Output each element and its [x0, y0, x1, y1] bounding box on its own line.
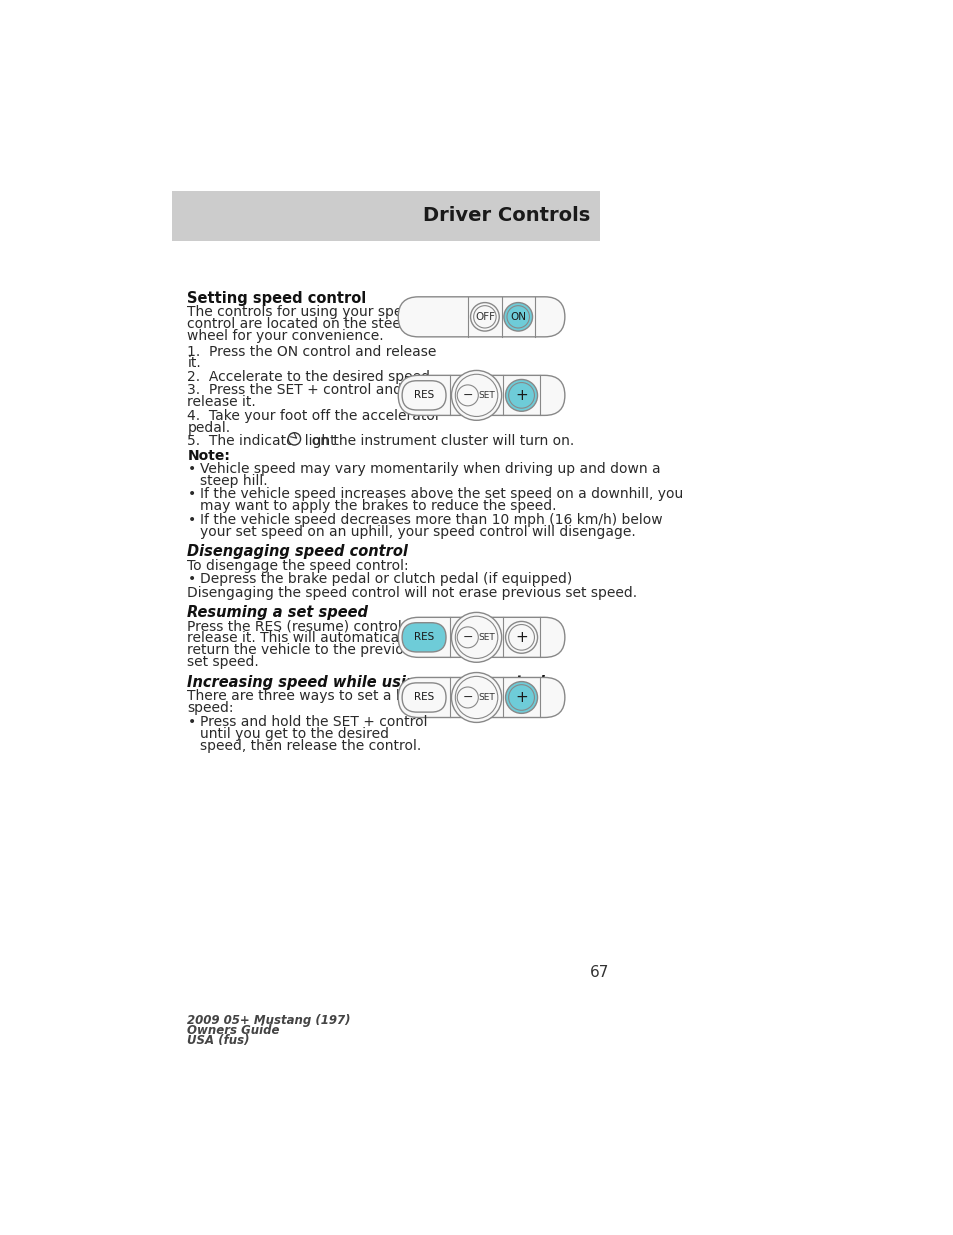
- Text: Driver Controls: Driver Controls: [423, 206, 590, 225]
- Circle shape: [505, 621, 537, 653]
- Circle shape: [508, 625, 534, 650]
- Text: steep hill.: steep hill.: [199, 474, 267, 488]
- Text: SET: SET: [478, 693, 495, 701]
- Text: −: −: [462, 631, 473, 643]
- Text: USA (fus): USA (fus): [187, 1035, 250, 1047]
- Circle shape: [470, 303, 498, 331]
- Circle shape: [455, 374, 497, 416]
- Circle shape: [506, 306, 529, 329]
- Text: −: −: [462, 690, 473, 704]
- Text: Setting speed control: Setting speed control: [187, 290, 366, 305]
- Text: OFF: OFF: [475, 311, 495, 322]
- FancyBboxPatch shape: [402, 622, 446, 652]
- Text: 2009 05+ Mustang (197): 2009 05+ Mustang (197): [187, 1014, 351, 1028]
- Circle shape: [503, 303, 532, 331]
- Text: ON: ON: [510, 311, 526, 322]
- Text: −: −: [462, 389, 473, 401]
- Text: The controls for using your speed: The controls for using your speed: [187, 305, 419, 319]
- Circle shape: [451, 613, 501, 662]
- Text: RES: RES: [414, 693, 434, 703]
- Text: There are three ways to set a higher: There are three ways to set a higher: [187, 689, 440, 703]
- Text: Depress the brake pedal or clutch pedal (if equipped): Depress the brake pedal or clutch pedal …: [199, 572, 572, 587]
- Text: Note:: Note:: [187, 448, 230, 462]
- Text: •: •: [187, 488, 195, 501]
- Text: return the vehicle to the previously: return the vehicle to the previously: [187, 643, 432, 657]
- Text: set speed.: set speed.: [187, 656, 259, 669]
- Text: Disengaging the speed control will not erase previous set speed.: Disengaging the speed control will not e…: [187, 585, 637, 599]
- Text: 3.  Press the SET + control and: 3. Press the SET + control and: [187, 383, 402, 398]
- Text: 4.  Take your foot off the accelerator: 4. Take your foot off the accelerator: [187, 409, 440, 422]
- Text: it.: it.: [187, 357, 201, 370]
- Text: +: +: [515, 630, 527, 645]
- Circle shape: [456, 385, 477, 406]
- Text: +: +: [515, 690, 527, 705]
- Text: may want to apply the brakes to reduce the speed.: may want to apply the brakes to reduce t…: [199, 499, 556, 514]
- Text: your set speed on an uphill, your speed control will disengage.: your set speed on an uphill, your speed …: [199, 525, 635, 538]
- Text: Disengaging speed control: Disengaging speed control: [187, 545, 408, 559]
- Circle shape: [505, 379, 537, 411]
- Text: on the instrument cluster will turn on.: on the instrument cluster will turn on.: [303, 435, 574, 448]
- Text: release it.: release it.: [187, 395, 256, 409]
- Circle shape: [508, 684, 534, 710]
- Text: 1.  Press the ON control and release: 1. Press the ON control and release: [187, 345, 436, 358]
- Text: Press the RES (resume) control and: Press the RES (resume) control and: [187, 620, 433, 634]
- FancyBboxPatch shape: [397, 678, 564, 718]
- Text: speed:: speed:: [187, 701, 233, 715]
- Circle shape: [288, 432, 300, 445]
- FancyBboxPatch shape: [397, 296, 564, 337]
- Text: RES: RES: [414, 390, 434, 400]
- Text: RES: RES: [414, 632, 434, 642]
- Bar: [172, 190, 599, 241]
- Circle shape: [456, 627, 477, 648]
- FancyBboxPatch shape: [402, 683, 446, 713]
- Text: 2.  Accelerate to the desired speed.: 2. Accelerate to the desired speed.: [187, 370, 435, 384]
- Text: Owners Guide: Owners Guide: [187, 1025, 279, 1037]
- Text: wheel for your convenience.: wheel for your convenience.: [187, 329, 384, 343]
- Text: •: •: [187, 462, 195, 475]
- Text: Increasing speed while using speed control: Increasing speed while using speed contr…: [187, 674, 544, 690]
- Text: If the vehicle speed increases above the set speed on a downhill, you: If the vehicle speed increases above the…: [199, 488, 682, 501]
- Text: If the vehicle speed decreases more than 10 mph (16 km/h) below: If the vehicle speed decreases more than…: [199, 513, 661, 527]
- Circle shape: [473, 306, 496, 329]
- Text: 5.  The indicator light: 5. The indicator light: [187, 435, 340, 448]
- Text: speed, then release the control.: speed, then release the control.: [199, 740, 420, 753]
- Circle shape: [451, 370, 501, 420]
- Text: until you get to the desired: until you get to the desired: [199, 727, 389, 741]
- Text: SET: SET: [478, 390, 495, 400]
- Circle shape: [455, 677, 497, 719]
- Text: To disengage the speed control:: To disengage the speed control:: [187, 558, 409, 573]
- FancyBboxPatch shape: [397, 618, 564, 657]
- Text: SET: SET: [478, 632, 495, 642]
- Circle shape: [456, 687, 477, 708]
- Circle shape: [508, 383, 534, 409]
- Circle shape: [505, 682, 537, 714]
- Text: Resuming a set speed: Resuming a set speed: [187, 605, 368, 620]
- FancyBboxPatch shape: [402, 380, 446, 410]
- Text: 67: 67: [590, 965, 609, 979]
- Text: Press and hold the SET + control: Press and hold the SET + control: [199, 715, 427, 730]
- Text: +: +: [515, 388, 527, 403]
- FancyBboxPatch shape: [397, 375, 564, 415]
- Circle shape: [455, 616, 497, 658]
- Text: release it. This will automatically: release it. This will automatically: [187, 631, 416, 646]
- Text: •: •: [187, 715, 195, 730]
- Text: •: •: [187, 572, 195, 587]
- Text: pedal.: pedal.: [187, 421, 231, 435]
- Text: control are located on the steering: control are located on the steering: [187, 317, 428, 331]
- Text: •: •: [187, 513, 195, 527]
- Text: Vehicle speed may vary momentarily when driving up and down a: Vehicle speed may vary momentarily when …: [199, 462, 659, 475]
- Circle shape: [451, 673, 501, 722]
